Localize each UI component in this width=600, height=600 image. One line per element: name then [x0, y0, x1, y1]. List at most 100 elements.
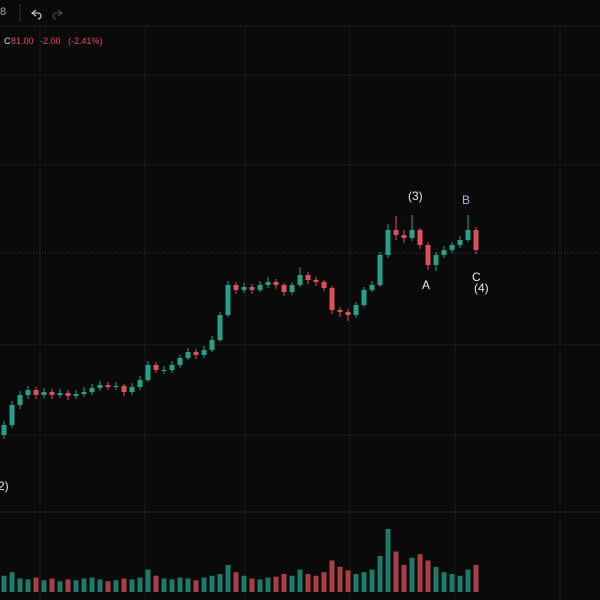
- volume-bar: [121, 578, 127, 592]
- volume-bar: [25, 579, 31, 592]
- volume-bar: [113, 580, 119, 592]
- candle-body: [33, 390, 39, 395]
- volume-bar: [473, 565, 479, 592]
- volume-bar: [33, 577, 39, 592]
- candle-body: [209, 340, 215, 350]
- volume-bar: [169, 579, 175, 592]
- volume-bar: [209, 575, 215, 592]
- volume-bar: [465, 569, 471, 592]
- candle-body: [201, 350, 207, 355]
- candle-body: [145, 365, 151, 380]
- candle-body: [385, 230, 391, 255]
- candle-body: [121, 386, 127, 392]
- volume-bar: [89, 577, 95, 592]
- volume-bar: [185, 578, 191, 592]
- candle-body: [57, 393, 63, 395]
- volume-bar: [377, 556, 383, 592]
- volume-bar: [153, 575, 159, 592]
- wave-label: (4): [474, 281, 489, 295]
- volume-bar: [345, 570, 351, 592]
- candle-body: [425, 245, 431, 265]
- wave-label: A: [422, 278, 430, 292]
- volume-bar: [137, 577, 143, 592]
- legend-close: 81.00: [11, 36, 34, 46]
- candle-body: [377, 255, 383, 285]
- candle-body: [273, 282, 279, 285]
- toolbar: 8: [0, 4, 600, 27]
- volume-bar: [449, 574, 455, 592]
- candle-body: [337, 310, 343, 312]
- volume-bar: [65, 579, 71, 592]
- candle-body: [449, 245, 455, 250]
- candle-body: [25, 390, 31, 395]
- candle-body: [369, 285, 375, 290]
- candle-body: [73, 394, 79, 396]
- legend-change: -2.00: [40, 36, 61, 46]
- volume-bar: [361, 572, 367, 592]
- volume-bar: [313, 575, 319, 592]
- candle-body: [185, 352, 191, 358]
- candle-body: [105, 385, 111, 387]
- volume-bar: [97, 579, 103, 592]
- volume-bar: [201, 577, 207, 592]
- volume-bar: [409, 557, 415, 592]
- candle-body: [137, 380, 143, 387]
- candle-body: [257, 285, 263, 290]
- candle-body: [361, 290, 367, 305]
- candle-body: [89, 388, 95, 392]
- candle-body: [281, 285, 287, 292]
- candle-body: [265, 282, 271, 285]
- candle-body: [441, 250, 447, 255]
- candle-body: [241, 287, 247, 290]
- candle-body: [225, 285, 231, 315]
- volume-bar: [17, 578, 23, 592]
- volume-bar: [321, 572, 327, 592]
- volume-bar: [353, 574, 359, 592]
- volume-bar: [265, 577, 271, 592]
- candle-body: [409, 230, 415, 238]
- volume-bar: [385, 529, 391, 592]
- volume-bar: [1, 575, 7, 592]
- candle-body: [353, 305, 359, 315]
- wave-label: (3): [408, 189, 423, 203]
- candle-body: [401, 235, 407, 238]
- volume-bar: [369, 569, 375, 592]
- candle-body: [41, 392, 47, 395]
- volume-bar: [177, 577, 183, 592]
- volume-bar: [81, 578, 87, 592]
- candle-body: [17, 395, 23, 405]
- candle-body: [169, 365, 175, 370]
- volume-bar: [57, 581, 63, 592]
- volume-bar: [225, 565, 231, 592]
- candle-body: [177, 358, 183, 365]
- wave-label: 2): [0, 479, 9, 493]
- candle-body: [233, 285, 239, 290]
- legend-change-pct: (-2.41%): [68, 36, 103, 46]
- volume-bar: [9, 572, 15, 592]
- candle-body: [161, 370, 167, 371]
- candle-body: [465, 230, 471, 240]
- toolbar-icon[interactable]: 8: [0, 6, 6, 18]
- candle-body: [153, 365, 159, 370]
- candle-body: [417, 230, 423, 245]
- volume-bar: [305, 574, 311, 592]
- legend: C 81.00 -2.00 (-2.41%): [4, 36, 103, 46]
- volume-bar: [297, 569, 303, 592]
- candle-body: [289, 285, 295, 292]
- candle-body: [193, 352, 199, 355]
- candle-body: [457, 240, 463, 245]
- volume-bar: [289, 575, 295, 592]
- volume-bar: [425, 560, 431, 592]
- candle-body: [81, 392, 87, 394]
- redo-button[interactable]: [52, 9, 64, 20]
- candle-body: [393, 230, 399, 235]
- volume-bar: [105, 581, 111, 592]
- volume-bar: [49, 578, 55, 592]
- candle-body: [65, 393, 71, 396]
- volume-bar: [337, 566, 343, 592]
- volume-bar: [233, 572, 239, 592]
- undo-button[interactable]: [30, 9, 42, 20]
- candle-body: [249, 287, 255, 290]
- candle-body: [305, 275, 311, 280]
- volume-bar: [281, 574, 287, 592]
